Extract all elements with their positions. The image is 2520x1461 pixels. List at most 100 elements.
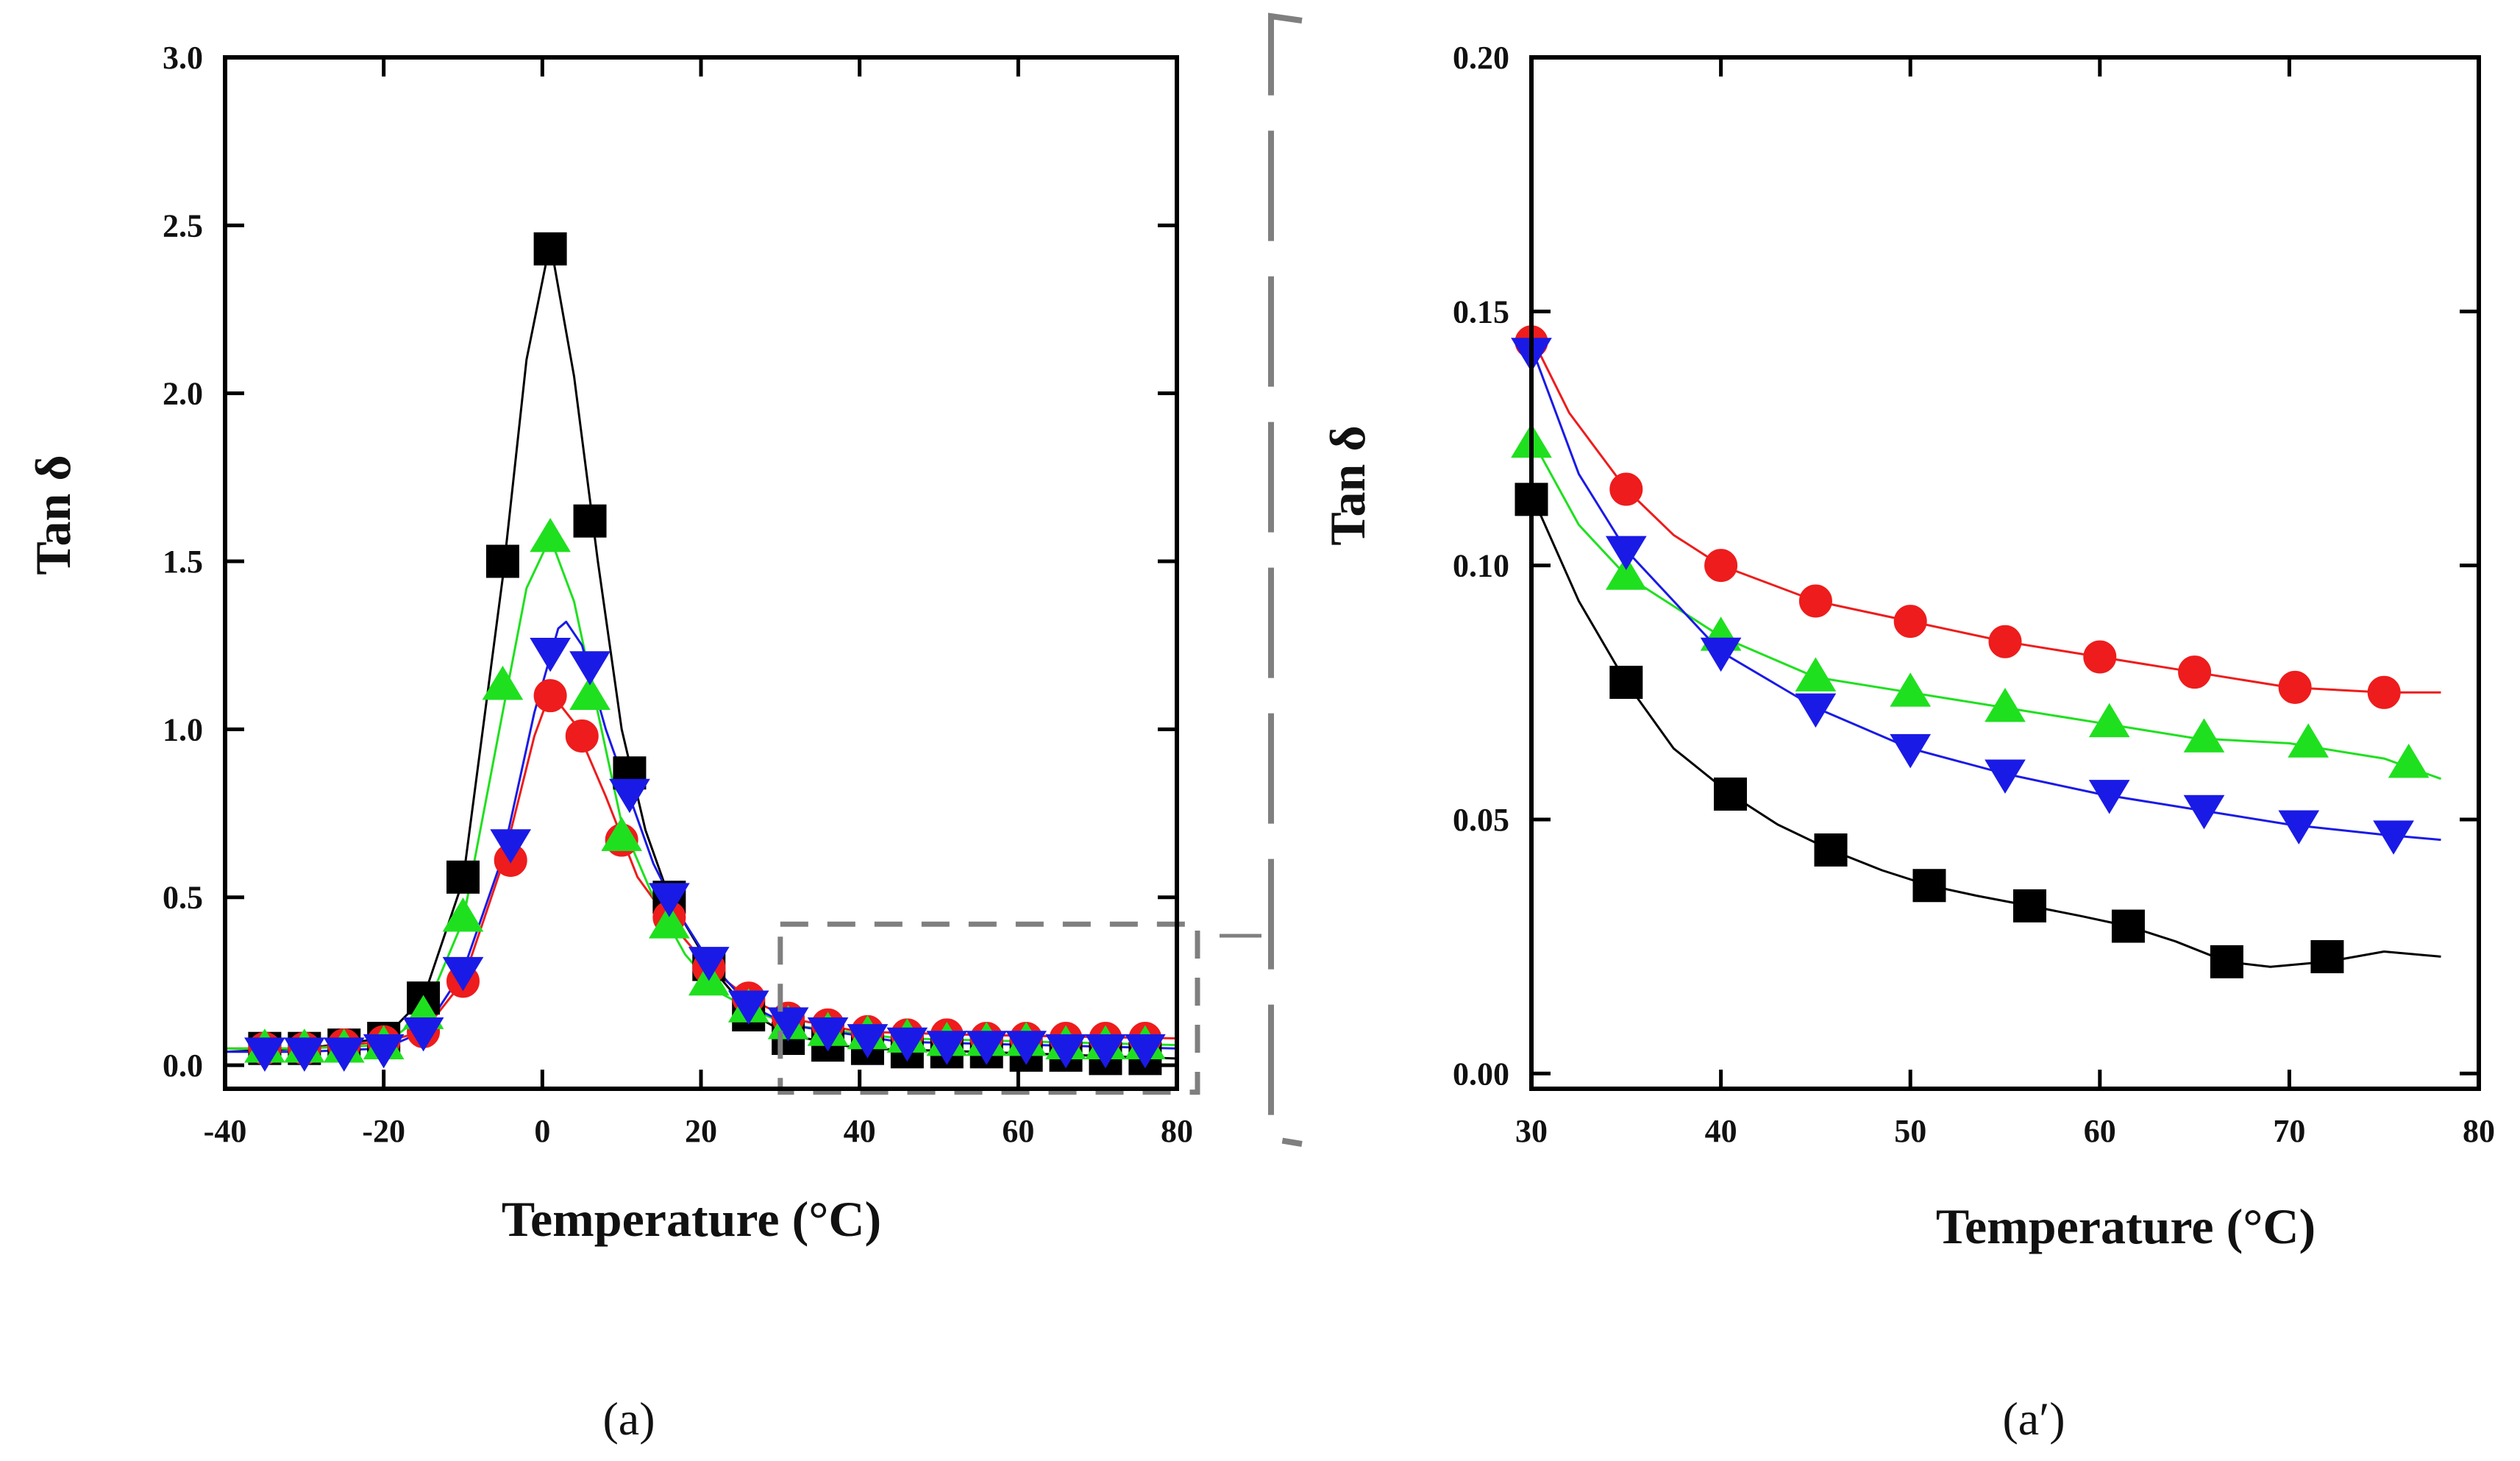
point-blue-inverted-triangles [402, 1017, 444, 1052]
tick-labels-a: -40 -20 0 20 40 60 80 0.0 0.5 1.0 1.5 2.0 2.5 3.0 [163, 40, 1193, 1149]
y-tick-label: 1.0 [163, 711, 203, 747]
data-markers-a-prime [1511, 325, 2430, 978]
point-blue-inverted-triangles [323, 1037, 365, 1072]
plot-frame-a-prime [1529, 55, 2481, 1091]
x-tick-label: 40 [1705, 1113, 1737, 1149]
point-blue-inverted-triangles [283, 1037, 325, 1072]
point-red-circles [1988, 625, 2022, 658]
point-black-squares [2310, 939, 2344, 973]
point-blue-inverted-triangles [569, 651, 611, 686]
point-blue-inverted-triangles [2088, 780, 2130, 814]
x-tick-label: 80 [2463, 1113, 2495, 1149]
point-green-triangles [2388, 743, 2430, 778]
y-tick-label: 0.15 [1453, 294, 1509, 330]
point-blue-inverted-triangles [767, 1007, 809, 1042]
axis-ticks-a [223, 55, 1179, 1089]
point-blue-inverted-triangles [1795, 693, 1837, 728]
point-blue-inverted-triangles [244, 1037, 285, 1072]
point-green-triangles [2288, 723, 2329, 758]
point-blue-inverted-triangles [1890, 733, 1932, 769]
point-blue-inverted-triangles [727, 990, 769, 1025]
point-black-squares [1609, 665, 1643, 699]
y-tick-label: 0.10 [1453, 548, 1509, 584]
x-tick-label: 50 [1894, 1113, 1926, 1149]
point-blue-inverted-triangles [847, 1024, 889, 1059]
chart-panel-a-prime: 30 40 50 60 70 80 0.00 0.05 0.10 0.15 0.20 Tempera… [1320, 40, 2495, 1445]
point-blue-inverted-triangles [926, 1031, 968, 1065]
x-axis-title-a: Temperature (°C) [502, 1191, 881, 1247]
point-blue-inverted-triangles [966, 1031, 1008, 1065]
x-tick-label: -20 [362, 1113, 405, 1149]
point-blue-inverted-triangles [2278, 810, 2320, 845]
x-tick-label: 70 [2273, 1113, 2305, 1149]
y-tick-label: 3.0 [163, 40, 203, 76]
axis-ticks-a-prime [1529, 55, 2481, 1089]
point-green-triangles [649, 904, 690, 939]
point-green-triangles [2183, 718, 2225, 753]
point-green-triangles [1795, 657, 1837, 692]
point-red-circles [2367, 675, 2401, 709]
point-blue-inverted-triangles [886, 1027, 928, 1062]
point-green-triangles [2088, 703, 2130, 738]
y-tick-label: 1.5 [163, 544, 203, 580]
point-green-triangles [1605, 555, 1647, 590]
panel-label-a-prime: (a′) [2002, 1393, 2065, 1445]
chart-panel-a: -40 -20 0 20 40 60 80 0.0 0.5 1.0 1.5 2.0 2.5 3.0 Tem… [25, 40, 1200, 1445]
point-black-squares [1912, 869, 1946, 903]
point-green-triangles [1985, 687, 2026, 722]
x-tick-label: 0 [534, 1113, 550, 1149]
point-red-circles [2278, 670, 2312, 704]
y-tick-label: 0.0 [163, 1048, 203, 1084]
point-blue-inverted-triangles [490, 829, 532, 864]
x-tick-label: 20 [685, 1113, 717, 1149]
point-red-circles [1704, 549, 1738, 583]
point-red-circles [1798, 584, 1832, 618]
point-blue-inverted-triangles [1605, 536, 1647, 570]
point-green-triangles [601, 817, 643, 851]
x-tick-label: 40 [844, 1113, 876, 1149]
point-black-squares [533, 232, 567, 266]
point-blue-inverted-triangles [363, 1034, 405, 1069]
x-tick-label: 80 [1161, 1113, 1193, 1149]
point-blue-inverted-triangles [1125, 1034, 1166, 1069]
zoom-region-box [777, 921, 1200, 1095]
y-tick-label: 2.0 [163, 376, 203, 412]
point-black-squares [1814, 833, 1848, 867]
point-green-triangles [1890, 672, 1932, 707]
point-blue-inverted-triangles [1985, 759, 2026, 794]
point-black-squares [485, 544, 519, 578]
y-axis-title-a: Tan δ [25, 455, 81, 575]
panel-label-a: (a) [602, 1393, 655, 1445]
curve-black-squares [1530, 494, 2441, 968]
point-blue-inverted-triangles [688, 947, 730, 981]
y-tick-label: 0.5 [163, 880, 203, 916]
point-black-squares [573, 504, 607, 538]
x-tick-label: 30 [1515, 1113, 1548, 1149]
y-tick-label: 2.5 [163, 207, 203, 244]
zoom-box-outline [777, 921, 1200, 1095]
point-black-squares [2012, 889, 2046, 923]
x-tick-label: 60 [2084, 1113, 2116, 1149]
y-tick-label: 0.05 [1453, 802, 1509, 838]
y-tick-label: 0.20 [1453, 40, 1509, 76]
data-markers-a [244, 232, 1166, 1076]
point-blue-inverted-triangles [1085, 1034, 1126, 1069]
point-blue-inverted-triangles [807, 1017, 849, 1052]
point-blue-inverted-triangles [609, 778, 650, 814]
point-red-circles [2083, 640, 2117, 674]
point-red-circles [533, 679, 567, 713]
point-blue-inverted-triangles [1045, 1034, 1086, 1069]
point-red-circles [1609, 472, 1643, 506]
point-black-squares [2210, 945, 2243, 978]
point-blue-inverted-triangles [649, 883, 690, 917]
point-green-triangles [442, 897, 484, 932]
point-blue-inverted-triangles [1005, 1031, 1047, 1065]
point-black-squares [2111, 909, 2145, 943]
point-red-circles [2178, 655, 2212, 689]
point-red-circles [565, 719, 599, 753]
point-green-triangles [482, 665, 524, 700]
point-green-triangles [569, 675, 611, 711]
point-red-circles [1893, 605, 1927, 639]
x-axis-title-a-prime: Temperature (°C) [1936, 1198, 2316, 1254]
